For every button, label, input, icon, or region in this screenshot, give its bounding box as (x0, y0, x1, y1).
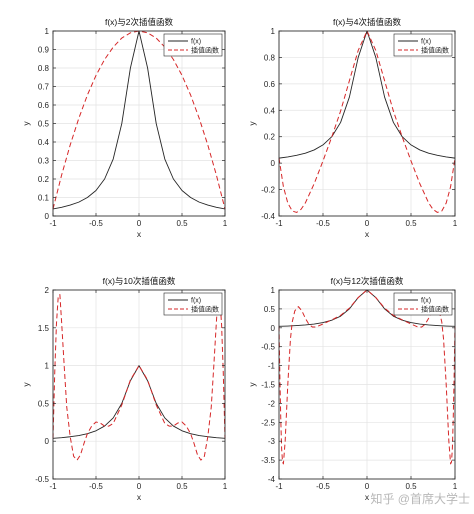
subplot-1: -1 -0.5 0 0.5 1 0 0.1 0.2 0.3 0.4 0.5 0.6 0.7 0.8 0.9 1… (21, 17, 228, 239)
y-tick-label: 0.6 (264, 80, 276, 89)
y-tick-label: 0 (271, 159, 276, 168)
y-tick-label: -3.5 (261, 456, 275, 465)
legend-box (393, 33, 453, 57)
series-interp-line (52, 30, 226, 210)
x-tick-label: 0 (365, 219, 370, 228)
chart-title: f(x)与2次插值函数 (105, 17, 174, 27)
y-tick-label: -1 (268, 362, 276, 371)
x-tick-label: 0.5 (405, 482, 417, 491)
y-tick-label: -0.5 (261, 343, 275, 352)
x-tick-label: 0.5 (176, 482, 188, 491)
x-tick-label: 0.5 (405, 219, 417, 228)
legend-box (163, 292, 223, 316)
y-tick-label: 0.6 (38, 101, 50, 110)
y-tick-label: 1.5 (38, 324, 50, 333)
legend-label-f: f(x) (191, 39, 201, 46)
subplot-2: -1 -0.5 0 0.5 1 -0.4 -0.2 0 0.2 0.4 0.6 0.8 1 f(x)与4次… (247, 17, 458, 239)
y-tick-label: -2 (268, 399, 276, 408)
chart-title: f(x)与4次插值函数 (333, 17, 402, 27)
legend-label-f: f(x) (421, 39, 431, 46)
y-tick-label: -0.5 (35, 475, 49, 484)
y-tick-label: -0.4 (261, 212, 275, 221)
x-tick-label: -0.5 (89, 482, 103, 491)
x-tick-label: -1 (49, 482, 57, 491)
y-axis-label: y (21, 121, 31, 126)
y-tick-label: 1 (45, 27, 50, 36)
x-tick-label: -0.5 (89, 219, 103, 228)
watermark-text: 知乎 @首席大学士 (370, 491, 470, 506)
legend: f(x)插值函数 (163, 33, 223, 57)
y-tick-label: 0 (45, 212, 50, 221)
x-tick-label: 1 (223, 219, 228, 228)
x-tick-label: 1 (453, 482, 458, 491)
y-tick-label: 1 (271, 27, 276, 36)
legend-label-f: f(x) (421, 298, 431, 305)
y-tick-label: -3 (268, 437, 276, 446)
x-tick-label: 0 (137, 219, 142, 228)
x-tick-label: 1 (453, 219, 458, 228)
y-tick-label: 0 (271, 324, 276, 333)
x-tick-label: -1 (275, 482, 283, 491)
y-tick-label: 0.7 (38, 83, 50, 92)
x-axis-label: x (365, 492, 370, 502)
y-tick-label: 0.2 (264, 133, 276, 142)
y-tick-label: 0.5 (38, 399, 50, 408)
y-tick-label: 1 (45, 362, 50, 371)
x-tick-label: -1 (275, 219, 283, 228)
chart-title: f(x)与12次插值函数 (331, 276, 404, 286)
y-tick-label: 0.4 (264, 106, 276, 115)
legend-box (163, 33, 223, 57)
series-interp-line (278, 289, 456, 465)
x-tick-label: 0.5 (176, 219, 188, 228)
legend-label-interp: 插值函数 (421, 305, 449, 314)
y-tick-label: -1.5 (261, 381, 275, 390)
y-tick-label: 0.8 (264, 53, 276, 62)
x-tick-label: 0 (365, 482, 370, 491)
x-axis-label: x (137, 229, 142, 239)
y-tick-label: 0.3 (38, 157, 50, 166)
legend: f(x)插值函数 (393, 33, 453, 57)
series-interp-line (278, 30, 456, 213)
x-tick-label: -0.5 (316, 219, 330, 228)
y-tick-label: 0.8 (38, 64, 50, 73)
legend-label-f: f(x) (191, 298, 201, 305)
legend-box (393, 292, 453, 316)
y-tick-label: 2 (45, 286, 50, 295)
y-tick-label: 0.4 (38, 138, 50, 147)
y-tick-label: -4 (268, 475, 276, 484)
y-tick-label: -2.5 (261, 418, 275, 427)
y-axis-label: y (247, 382, 257, 387)
x-tick-label: -1 (49, 219, 57, 228)
x-tick-label: -0.5 (316, 482, 330, 491)
y-axis-label: y (247, 121, 257, 126)
legend-label-interp: 插值函数 (421, 46, 449, 55)
legend: f(x)插值函数 (163, 292, 223, 316)
y-tick-label: 1 (271, 286, 276, 295)
y-tick-label: 0.2 (38, 175, 50, 184)
chart-title: f(x)与10次插值函数 (103, 276, 176, 286)
x-axis-label: x (137, 492, 142, 502)
legend-label-interp: 插值函数 (191, 46, 219, 55)
legend-label-interp: 插值函数 (191, 305, 219, 314)
subplot-4: -1 -0.5 0 0.5 1 -4 -3.5 -3 -2.5 -2 -1.5 -1 -0.5 0 0.5 1… (247, 276, 458, 502)
x-axis-label: x (365, 229, 370, 239)
y-tick-label: 0.9 (38, 46, 50, 55)
series-f-line (52, 365, 226, 439)
y-tick-label: 0.5 (264, 305, 276, 314)
y-tick-label: 0.5 (38, 120, 50, 129)
subplot-3: -1 -0.5 0 0.5 1-0.500.511.52f(x)与10次插值函数xyf(… (21, 276, 228, 502)
series-interp-line (52, 294, 226, 461)
x-tick-label: 1 (223, 482, 228, 491)
legend: f(x)插值函数 (393, 292, 453, 316)
y-tick-label: -0.2 (261, 186, 275, 195)
y-tick-label: 0 (45, 437, 50, 446)
x-tick-label: 0 (137, 482, 142, 491)
y-tick-label: 0.1 (38, 194, 50, 203)
y-axis-label: y (21, 382, 31, 387)
